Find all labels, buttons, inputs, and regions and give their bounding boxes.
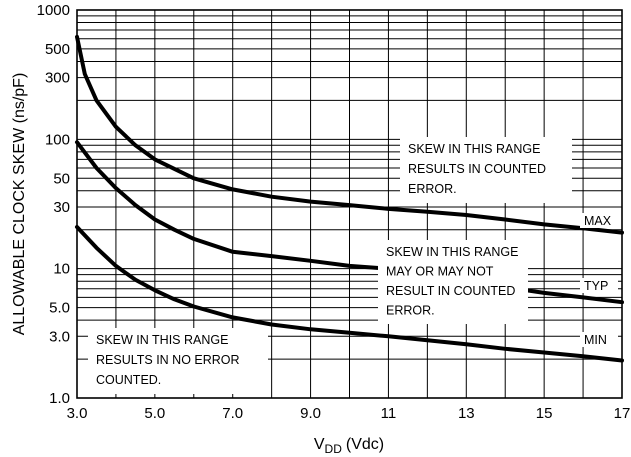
series-label-bg bbox=[580, 332, 618, 347]
x-tick-label: 13 bbox=[458, 405, 475, 422]
y-tick-label: 1.0 bbox=[49, 390, 70, 407]
series-label-typ: TYP bbox=[584, 279, 608, 293]
grid bbox=[77, 10, 622, 398]
x-tick-label: 5.0 bbox=[144, 405, 165, 422]
y-tick-label: 10 bbox=[53, 261, 70, 278]
series-line-min bbox=[75, 225, 624, 363]
y-tick-label: 3.0 bbox=[49, 328, 70, 345]
x-tick-label: 7.0 bbox=[222, 405, 243, 422]
annotation-box bbox=[400, 137, 572, 203]
annotation-line: RESULT IN COUNTED bbox=[386, 284, 515, 298]
series-line-max bbox=[75, 34, 624, 235]
y-tick-label: 50 bbox=[53, 170, 70, 187]
x-tick-label: 9.0 bbox=[300, 405, 321, 422]
annotation-box bbox=[378, 240, 528, 324]
x-tick-label: 15 bbox=[536, 405, 553, 422]
y-tick-label: 500 bbox=[45, 41, 70, 58]
annotation-line: SKEW IN THIS RANGE bbox=[96, 333, 228, 347]
annotation-line: ERROR. bbox=[408, 182, 457, 196]
y-tick-label: 300 bbox=[45, 70, 70, 87]
series-label-bg bbox=[580, 278, 618, 293]
x-axis-title-subscript: DD bbox=[325, 442, 343, 456]
y-tick-label: 1000 bbox=[37, 2, 70, 19]
annotation-line: RESULTS IN NO ERROR bbox=[96, 353, 240, 367]
annotation-box bbox=[88, 328, 268, 394]
x-tick-label: 3.0 bbox=[67, 405, 88, 422]
y-tick-label: 5.0 bbox=[49, 300, 70, 317]
y-tick-label: 100 bbox=[45, 131, 70, 148]
annotation-line: SKEW IN THIS RANGE bbox=[408, 142, 540, 156]
series-label-min: MIN bbox=[584, 333, 607, 347]
x-axis-title-main: V bbox=[314, 436, 325, 453]
y-tick-label: 30 bbox=[53, 199, 70, 216]
x-tick-label: 17 bbox=[614, 405, 631, 422]
x-axis-title: VDD (Vdc) bbox=[314, 436, 384, 456]
x-axis-title-unit: (Vdc) bbox=[346, 436, 384, 453]
annotations: SKEW IN THIS RANGE RESULTS IN COUNTED ERRO… bbox=[88, 137, 572, 394]
plot-frame bbox=[76, 9, 623, 399]
y-axis-title: ALLOWABLE CLOCK SKEW (ns/pF) bbox=[11, 73, 28, 336]
series-label-bg bbox=[580, 213, 618, 228]
tick-labels: 3.0 5.0 7.0 9.0 11 13 15 17 1000 500 300 100 50 30 10 5… bbox=[37, 2, 631, 422]
series-label-max: MAX bbox=[584, 214, 612, 228]
annotation-line: ERROR. bbox=[386, 304, 435, 318]
annotation-line: SKEW IN THIS RANGE bbox=[386, 245, 518, 259]
annotation-line: COUNTED. bbox=[96, 373, 161, 387]
x-tick-label: 11 bbox=[381, 405, 397, 422]
annotation-line: MAY OR MAY NOT bbox=[386, 265, 494, 279]
annotation-line: RESULTS IN COUNTED bbox=[408, 162, 546, 176]
